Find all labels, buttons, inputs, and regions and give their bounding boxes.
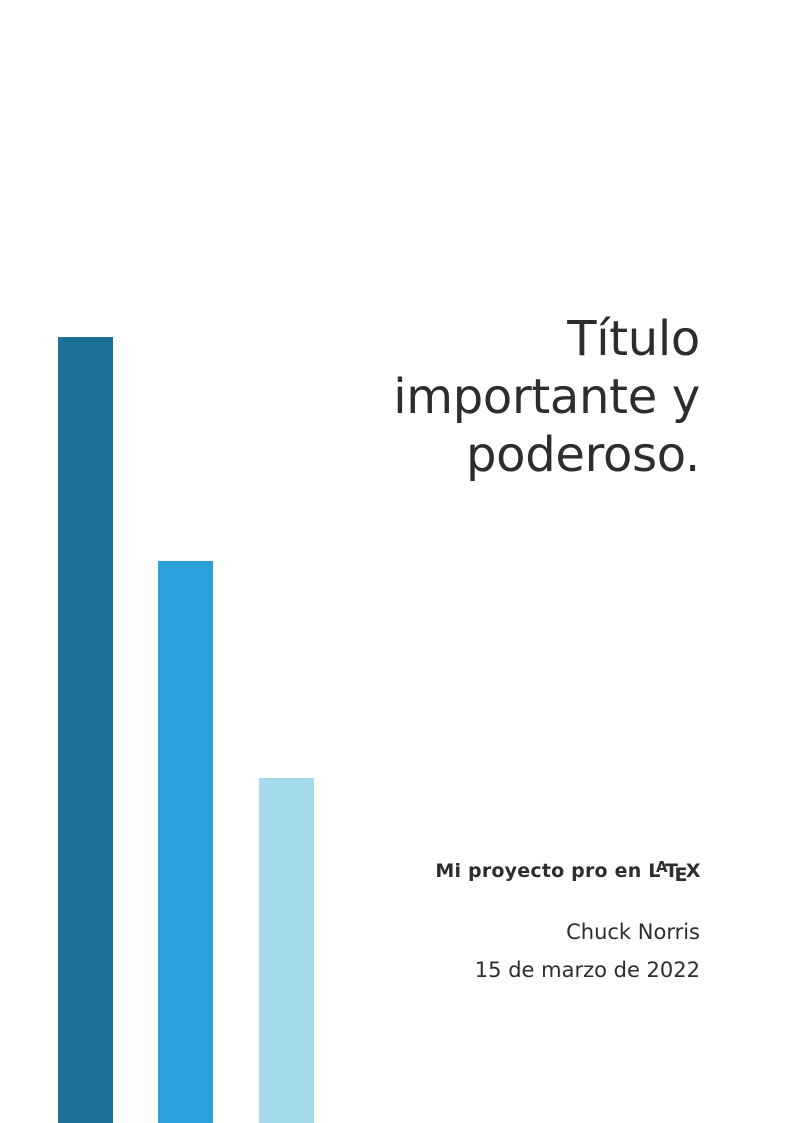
latex-logo-t: T — [665, 860, 678, 882]
bar-medium — [158, 561, 213, 1123]
latex-logo: LATEX — [648, 858, 700, 886]
latex-logo-l: L — [648, 860, 660, 882]
subtitle-text: Mi proyecto pro en — [435, 860, 649, 882]
title-block: Título importante y poderoso. — [280, 310, 700, 484]
latex-logo-e: E — [674, 864, 687, 887]
document-subtitle: Mi proyecto pro en LATEX — [280, 858, 700, 886]
latex-logo-a: A — [656, 859, 667, 877]
meta-block: Mi proyecto pro en LATEX Chuck Norris 15… — [280, 858, 700, 984]
bar-tall — [58, 337, 113, 1123]
document-date: 15 de marzo de 2022 — [474, 958, 700, 982]
latex-logo-x: X — [685, 860, 701, 882]
author-name: Chuck Norris — [566, 920, 700, 944]
page-title: Título importante y poderoso. — [393, 311, 700, 483]
